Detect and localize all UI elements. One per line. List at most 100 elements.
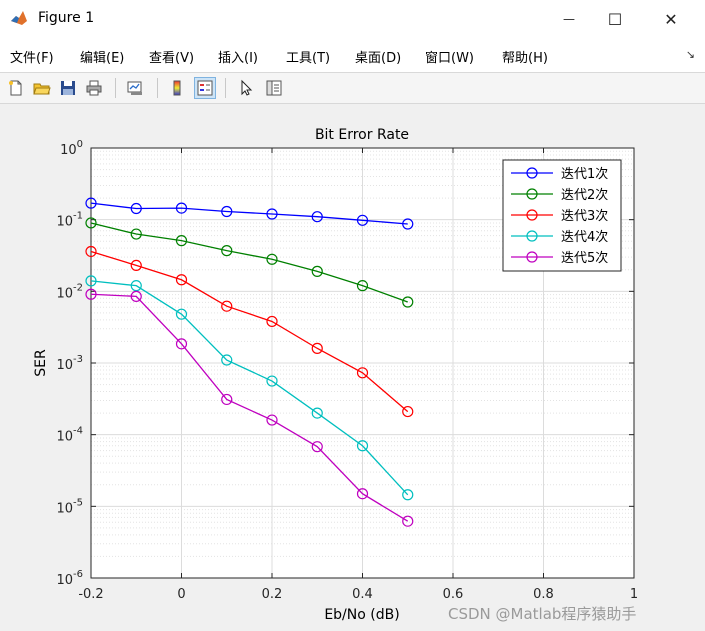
data-point <box>311 407 323 419</box>
x-tick-label: 0.8 <box>533 587 554 602</box>
legend-entry: 迭代2次 <box>561 187 608 203</box>
y-tick-label: 10-2 <box>56 282 83 301</box>
tick-marks <box>90 147 635 579</box>
menu-desktop[interactable]: 桌面(D) <box>355 51 402 66</box>
data-point <box>175 274 188 286</box>
menu-edit[interactable]: 编辑(E) <box>80 51 125 66</box>
save-icon[interactable] <box>57 77 79 99</box>
close-icon: ✕ <box>664 9 678 29</box>
legend-marker <box>526 209 538 221</box>
menu-file[interactable]: 文件(F) <box>10 51 54 66</box>
x-tick-label: 1 <box>630 587 638 602</box>
link-plot-icon[interactable] <box>124 77 146 99</box>
close-button[interactable]: ✕ <box>648 0 694 38</box>
minimize-button[interactable]: — <box>546 0 592 38</box>
menu-tools[interactable]: 工具(T) <box>286 51 331 66</box>
legend-marker <box>526 167 538 179</box>
menu-bar: 文件(F) 编辑(E) 查看(V) 插入(I) 工具(T) 桌面(D) 窗口(W… <box>0 38 705 73</box>
y-tick-label: 10-5 <box>56 497 83 516</box>
x-tick-label: 0.6 <box>443 587 464 602</box>
legend-icon[interactable] <box>194 77 216 99</box>
menu-help[interactable]: 帮助(H) <box>502 51 548 66</box>
x-tick-label: -0.2 <box>78 587 103 602</box>
print-icon[interactable] <box>83 77 105 99</box>
y-tick-labels: 100 10-1 10-2 10-3 10-4 10-5 10-6 <box>56 139 83 588</box>
colorbar-icon[interactable] <box>166 77 188 99</box>
data-point <box>130 290 142 302</box>
data-point <box>85 197 97 209</box>
property-editor-icon[interactable] <box>263 77 285 99</box>
toolbar-separator <box>157 78 158 98</box>
data-point <box>130 280 142 292</box>
figure-toolbar <box>0 73 705 104</box>
toolbar-separator <box>115 78 116 98</box>
data-point <box>311 342 323 354</box>
legend-entry: 迭代1次 <box>561 166 608 182</box>
y-axis-label: SER <box>33 349 49 377</box>
data-point <box>311 265 323 277</box>
data-point <box>266 375 278 387</box>
data-point <box>221 393 233 406</box>
data-point <box>402 515 414 527</box>
x-tick-label: 0 <box>177 587 185 602</box>
data-point <box>175 308 188 320</box>
legend-entry: 迭代5次 <box>561 250 608 266</box>
data-point <box>266 253 278 265</box>
open-file-icon[interactable] <box>31 77 53 99</box>
watermark: CSDN @Matlab程序猿助手 <box>448 605 637 623</box>
data-point <box>175 338 188 350</box>
data-point <box>402 405 414 418</box>
matlab-logo-icon <box>10 9 28 27</box>
data-point <box>356 488 369 500</box>
x-axis-label: Eb/No (dB) <box>324 607 399 623</box>
data-point <box>221 300 233 312</box>
y-tick-label: 10-6 <box>56 569 83 588</box>
figure-canvas: -0.2 0 0.2 0.4 0.6 0.8 1 100 10-1 10-2 10-3 10-4 10… <box>0 104 705 631</box>
menu-window[interactable]: 窗口(W) <box>425 51 474 66</box>
series-line-2 <box>90 222 408 303</box>
ser-chart: -0.2 0 0.2 0.4 0.6 0.8 1 10010-110-210-310-410… <box>33 127 638 623</box>
legend-marker <box>526 230 538 242</box>
legend-entry: 迭代4次 <box>561 229 608 245</box>
data-point <box>85 275 97 287</box>
menu-overflow-icon[interactable]: ↘ <box>685 48 695 61</box>
series-lines <box>85 197 414 527</box>
pointer-icon[interactable] <box>235 77 257 99</box>
legend-marker <box>526 251 538 263</box>
window-title-bar: Figure 1 — ☐ ✕ <box>0 0 705 39</box>
data-point <box>221 354 233 366</box>
minimize-icon: — <box>563 12 575 26</box>
toolbar-separator <box>225 78 226 98</box>
data-point <box>402 218 414 230</box>
menu-view[interactable]: 查看(V) <box>149 51 195 66</box>
data-point <box>356 214 369 226</box>
data-point <box>356 440 369 452</box>
data-point <box>130 202 142 215</box>
y-tick-label: 100 <box>60 139 83 158</box>
data-point <box>266 208 278 220</box>
x-tick-label: 0.2 <box>262 587 283 602</box>
series-line-3 <box>90 250 409 413</box>
data-point <box>356 280 369 292</box>
series-line-1 <box>90 202 408 225</box>
y-tick-label: 10-1 <box>56 211 83 230</box>
y-tick-label: 10-4 <box>56 426 83 445</box>
menu-insert[interactable]: 插入(I) <box>218 51 258 66</box>
legend-marker <box>526 188 538 200</box>
data-point <box>311 441 323 453</box>
data-point <box>130 228 142 240</box>
data-point <box>402 489 414 501</box>
data-point <box>402 296 414 308</box>
new-figure-icon[interactable] <box>5 77 27 99</box>
data-point <box>130 259 142 272</box>
data-point <box>221 205 233 218</box>
data-point <box>85 245 97 258</box>
grid-lines <box>90 147 635 579</box>
x-tick-label: 0.4 <box>352 587 373 602</box>
maximize-button[interactable]: ☐ <box>592 0 638 38</box>
x-tick-labels: -0.2 0 0.2 0.4 0.6 0.8 1 <box>78 587 638 602</box>
series-line-5 <box>90 293 409 522</box>
window-title: Figure 1 <box>38 10 95 26</box>
data-point <box>266 414 278 426</box>
